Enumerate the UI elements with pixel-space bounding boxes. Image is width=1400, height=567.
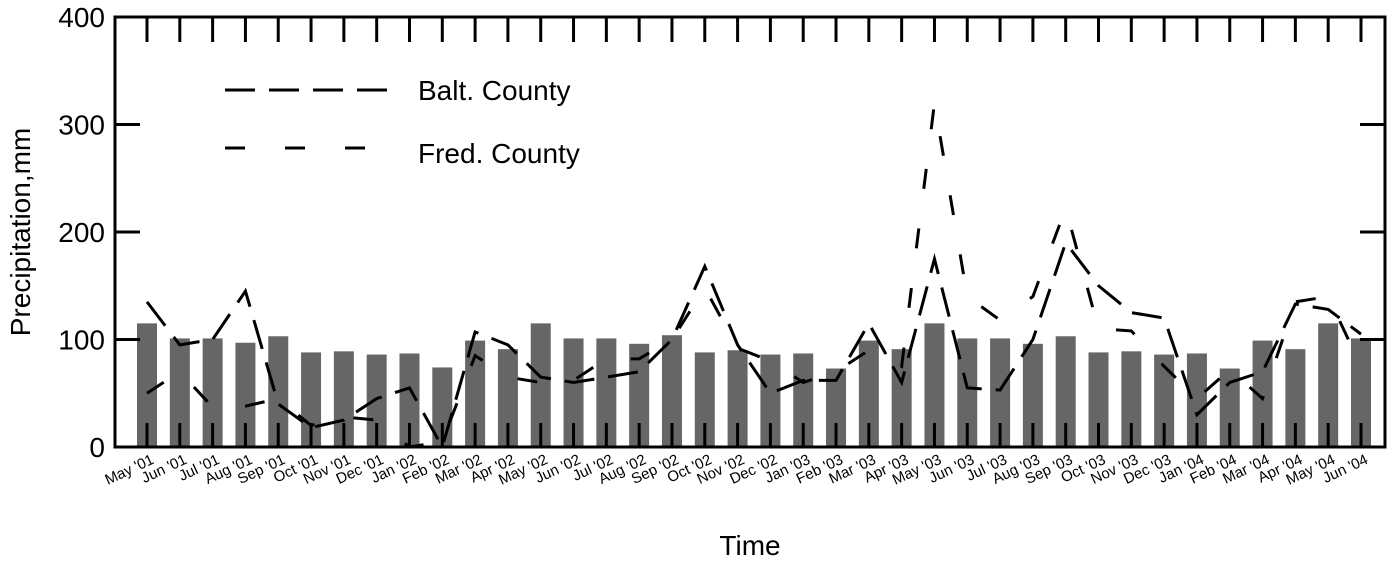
bar [465, 340, 486, 447]
bar [826, 368, 847, 447]
bar [661, 335, 682, 447]
bar [268, 336, 289, 447]
bar [596, 338, 617, 447]
y-tick-label: 400 [58, 2, 105, 33]
bar [137, 323, 157, 447]
legend-balt-label: Balt. County [418, 75, 571, 106]
bar [1285, 349, 1306, 447]
bar [301, 352, 322, 447]
bar [366, 354, 387, 447]
bar [399, 353, 420, 447]
bar [1055, 336, 1076, 447]
y-tick-label: 100 [58, 325, 105, 356]
bar [1219, 368, 1240, 447]
bar [1252, 340, 1273, 447]
bar [629, 343, 650, 447]
lines-group [145, 102, 1363, 451]
y-tick-labels: 0 100 200 300 400 [58, 2, 105, 463]
bar [1088, 352, 1109, 447]
bar [760, 354, 781, 447]
bar [530, 323, 551, 447]
bar [727, 350, 748, 447]
bar [202, 338, 223, 447]
legend: Balt. County Fred. County [225, 75, 580, 169]
bar [990, 338, 1011, 447]
bar [169, 338, 190, 447]
y-axis-label: Precipitation,mm [5, 128, 36, 337]
bar [1121, 351, 1142, 447]
bar [858, 340, 879, 447]
bar [793, 353, 814, 447]
series-line-fred-county [146, 102, 1363, 449]
bar [235, 342, 256, 447]
bar [957, 338, 978, 447]
bar [1154, 354, 1175, 447]
bar [563, 338, 584, 447]
bar [497, 349, 518, 447]
plot-frame [113, 15, 1387, 449]
bar [1351, 338, 1371, 447]
y-tick-label: 200 [58, 217, 105, 248]
bar [1022, 343, 1043, 447]
bar [1186, 353, 1207, 447]
x-axis-label: Time [719, 530, 780, 561]
y-tick-label: 0 [89, 432, 105, 463]
series-line-balt-county [145, 239, 1362, 451]
bar [694, 352, 715, 447]
legend-fred-label: Fred. County [418, 138, 580, 169]
y-tick-label: 300 [58, 110, 105, 141]
bar [924, 323, 945, 447]
bar [1318, 323, 1339, 447]
bar [333, 351, 354, 447]
